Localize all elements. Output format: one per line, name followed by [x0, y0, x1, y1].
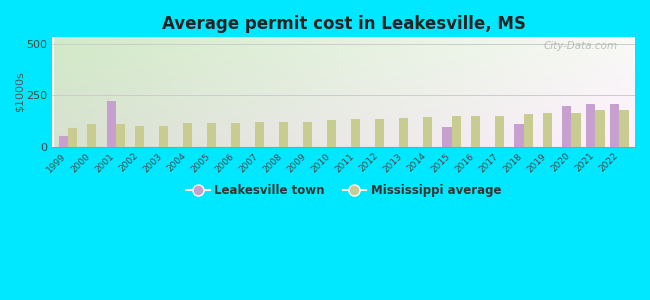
- Bar: [523, 114, 532, 146]
- Bar: [514, 124, 523, 146]
- Bar: [303, 122, 312, 146]
- Bar: [231, 123, 240, 146]
- Bar: [443, 127, 452, 146]
- Bar: [59, 136, 68, 146]
- Bar: [562, 106, 571, 146]
- Bar: [116, 124, 125, 146]
- Title: Average permit cost in Leakesville, MS: Average permit cost in Leakesville, MS: [162, 15, 526, 33]
- Text: City-Data.com: City-Data.com: [543, 40, 618, 51]
- Bar: [351, 119, 360, 146]
- Bar: [207, 123, 216, 146]
- Bar: [375, 119, 384, 146]
- Bar: [135, 126, 144, 146]
- Bar: [159, 126, 168, 146]
- Bar: [399, 118, 408, 146]
- Bar: [495, 116, 504, 146]
- Bar: [471, 116, 480, 146]
- Bar: [619, 110, 629, 146]
- Bar: [327, 120, 336, 146]
- Y-axis label: $1000s: $1000s: [15, 72, 25, 112]
- Bar: [423, 117, 432, 146]
- Bar: [68, 128, 77, 146]
- Bar: [586, 104, 595, 146]
- Bar: [452, 116, 461, 146]
- Bar: [595, 110, 604, 146]
- Legend: Leakesville town, Mississippi average: Leakesville town, Mississippi average: [181, 179, 506, 202]
- Bar: [183, 123, 192, 146]
- Bar: [571, 113, 580, 146]
- Bar: [280, 122, 289, 146]
- Bar: [610, 104, 619, 146]
- Bar: [107, 101, 116, 146]
- Bar: [87, 124, 96, 146]
- Bar: [543, 112, 552, 146]
- Bar: [255, 122, 265, 146]
